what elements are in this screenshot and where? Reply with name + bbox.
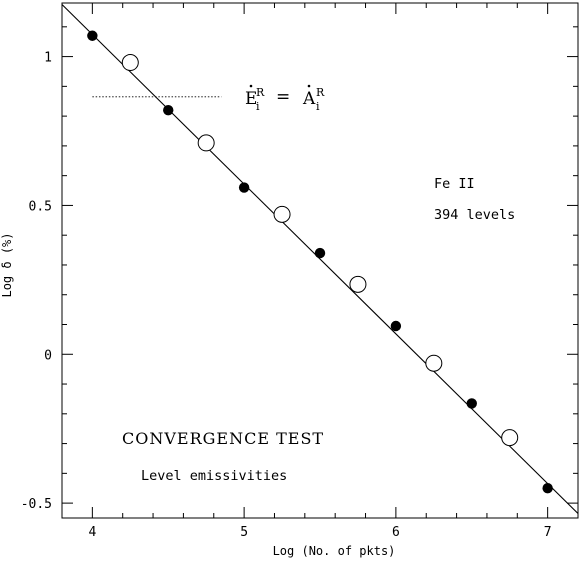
filled-data-point bbox=[87, 30, 98, 41]
filled-data-point bbox=[466, 398, 477, 409]
fit-line bbox=[61, 4, 579, 514]
filled-data-point bbox=[542, 483, 553, 494]
equation-rhs: A bbox=[302, 89, 316, 109]
filled-data-point bbox=[314, 247, 326, 259]
equation-annotation: E R i = A R i bbox=[245, 84, 325, 113]
lines bbox=[61, 4, 579, 514]
y-tick-label: 1 bbox=[44, 51, 52, 66]
open-data-point bbox=[501, 429, 519, 447]
levels-label: 394 levels bbox=[434, 207, 515, 223]
x-tick-label: 4 bbox=[88, 525, 96, 540]
equation-rhs-sup: R bbox=[316, 86, 325, 99]
ion-label: Fe II bbox=[434, 176, 475, 192]
equation-lhs-sup: R bbox=[256, 86, 265, 99]
y-tick-label: -0.5 bbox=[21, 497, 52, 512]
open-data-point bbox=[425, 354, 443, 372]
x-tick-label: 7 bbox=[544, 525, 552, 540]
open-data-point bbox=[349, 275, 367, 293]
tick-labels: 4 5 6 7 -0.5 0 0.5 1 bbox=[21, 51, 552, 540]
y-tick-label: 0.5 bbox=[29, 199, 52, 214]
equation-rhs-sub: i bbox=[316, 100, 320, 113]
plot-frame bbox=[61, 2, 579, 519]
equation-rhs-dot bbox=[307, 84, 311, 88]
filled-data-point bbox=[390, 320, 402, 332]
equation-lhs-dot bbox=[249, 84, 253, 88]
y-tick-label: 0 bbox=[44, 348, 52, 363]
x-tick-label: 6 bbox=[392, 525, 400, 540]
test-title: CONVERGENCE TEST bbox=[122, 429, 324, 448]
filled-data-point bbox=[238, 182, 250, 193]
open-data-point bbox=[273, 205, 291, 223]
filled-data-point bbox=[163, 104, 174, 116]
equation-lhs: E bbox=[245, 89, 257, 109]
y-axis-label: Log δ (%) bbox=[0, 232, 14, 297]
test-subtitle: Level emissivities bbox=[141, 468, 287, 484]
plot-border bbox=[61, 2, 579, 519]
open-data-point bbox=[197, 134, 215, 152]
x-tick-label: 5 bbox=[240, 525, 248, 540]
axis-ticks bbox=[61, 3, 579, 518]
equation-lhs-sub: i bbox=[256, 100, 260, 113]
data-points bbox=[87, 30, 553, 494]
equation-equals: = bbox=[276, 87, 290, 107]
open-data-point bbox=[121, 54, 139, 72]
x-axis-label: Log (No. of pkts) bbox=[273, 544, 396, 558]
